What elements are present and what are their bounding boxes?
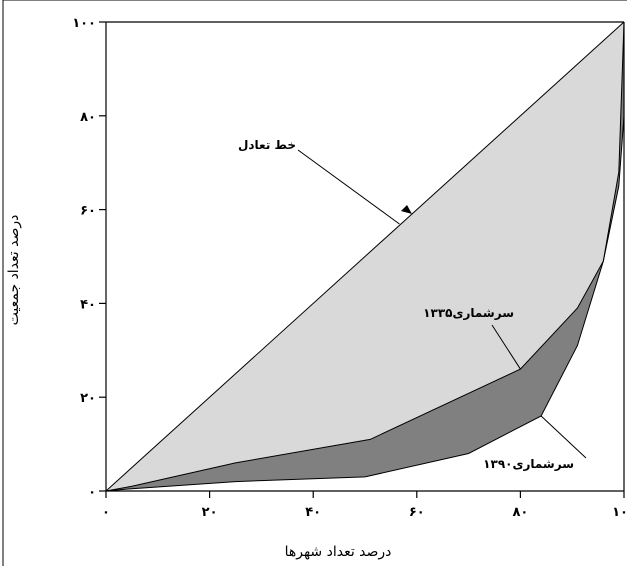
y-tick-label: ٢٠ [80,391,96,406]
axis-titles: درصد تعداد شهرها درصد تعداد جمعیت [6,215,391,560]
series-line-1390 [105,21,625,492]
x-tick-label: ١٠٠ [612,505,627,520]
annotation-1335-label: سرشماری۱۳۳۵ [423,306,514,320]
annotation-1390-pointer [540,415,587,459]
plot-area [105,21,625,492]
annotation-equality-arrow [297,149,400,225]
x-tick-label: ٠ [102,505,110,520]
y-tick-label: ٨٠ [80,110,96,125]
y-tick-label: ٠ [88,485,96,500]
y-axis-ticks: ٠ ٢٠ ۴٠ ۶٠ ٨٠ ١٠٠ [72,16,106,500]
y-tick-label: ۴٠ [80,297,96,312]
arrowhead-icon [401,205,412,214]
y-axis-title: درصد تعداد جمعیت [6,215,22,326]
axes [105,21,625,492]
series-line-equality [105,21,625,492]
y-tick-label: ١٠٠ [72,16,96,31]
x-axis-ticks: ٠ ٢٠ ۴٠ ۶٠ ٨٠ ١٠٠ [102,491,627,520]
y-tick-label: ۶٠ [80,204,96,219]
annotation-1390-label: سرشماری۱۳۹۰ [483,457,574,471]
x-tick-label: ۴٠ [305,505,321,520]
annotation-equality-label: خط تعادل [238,138,296,152]
series-line-1335 [105,115,625,492]
x-tick-label: ٢٠ [202,505,218,520]
annotation-1335-pointer [491,324,521,370]
annotations: خط تعادل سرشماری۱۳۳۵ سرشماری۱۳۹۰ [238,138,587,471]
x-axis-title: درصد تعداد شهرها [285,544,392,560]
x-tick-label: ٨٠ [512,505,528,520]
x-tick-label: ۶٠ [409,505,425,520]
